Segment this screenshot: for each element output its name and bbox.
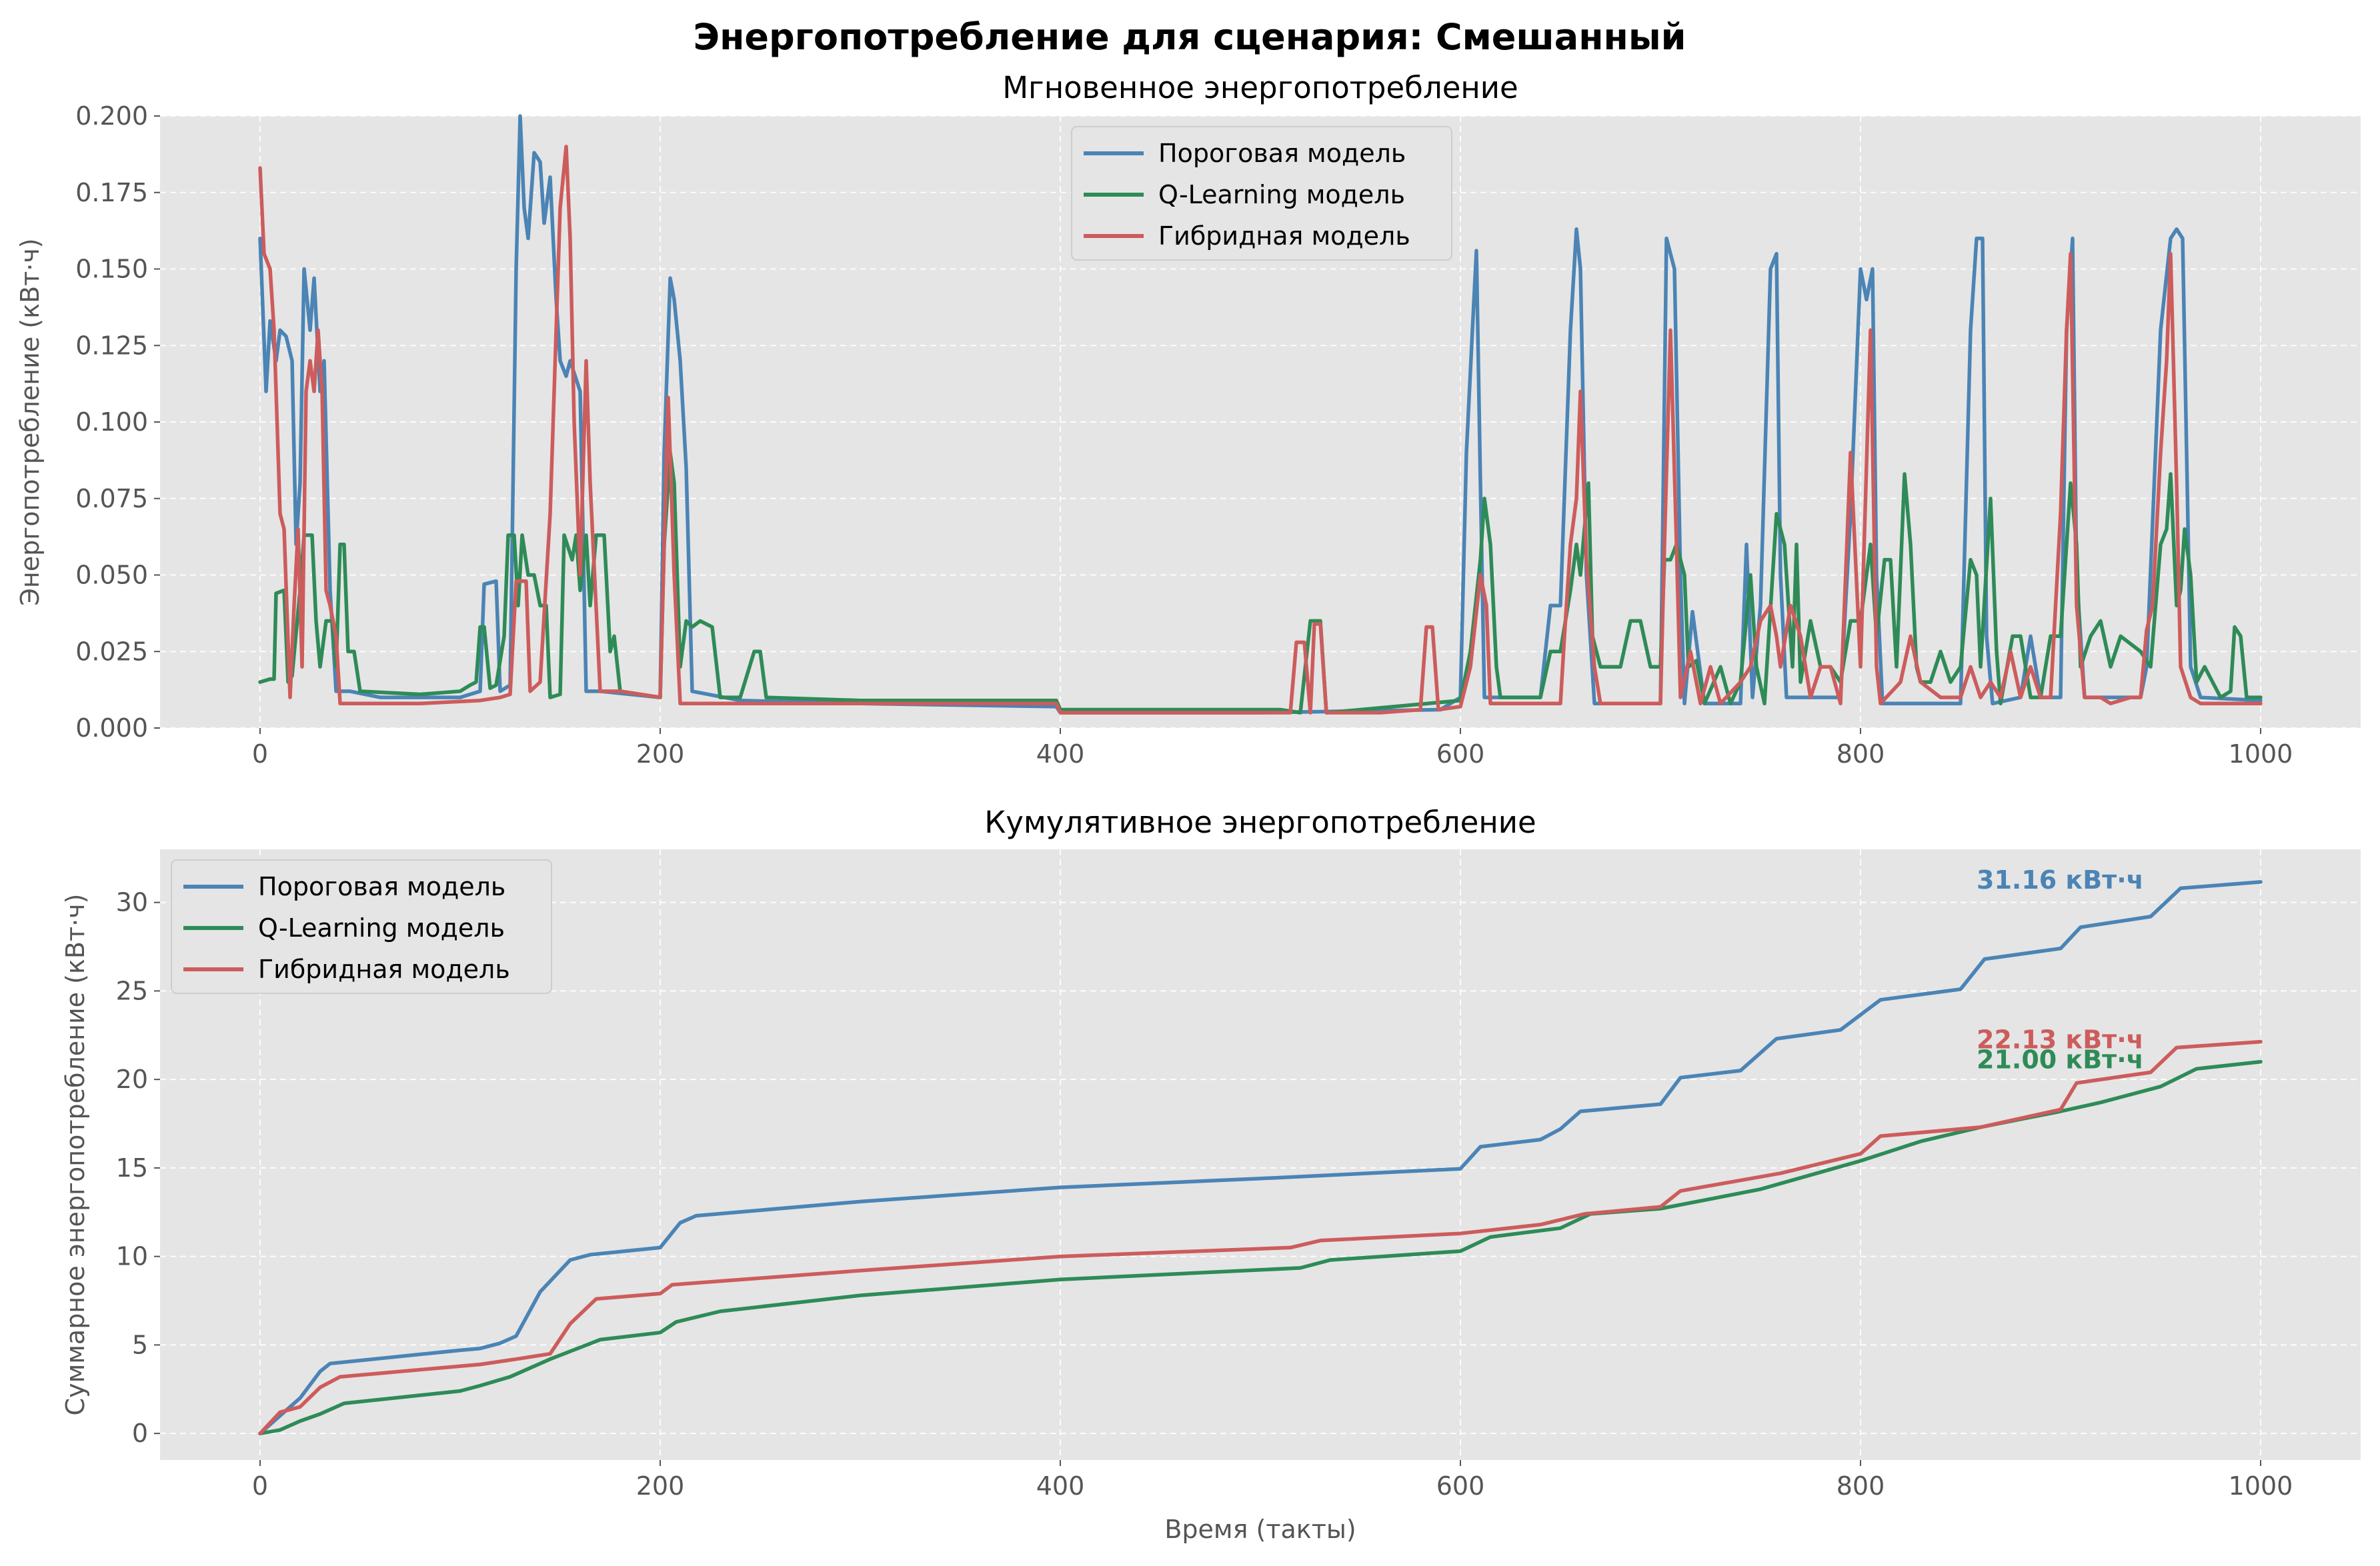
x-tick-label: 200 — [636, 739, 685, 769]
y-tick-label: 0.100 — [75, 407, 148, 437]
cumulative-x-axis-label: Время (такты) — [1164, 1515, 1356, 1544]
x-tick-label: 0 — [252, 739, 268, 769]
cumulative-legend: Пороговая модель Q-Learning модель Гибридн… — [171, 859, 552, 994]
legend-label-qlearning: Q-Learning модель — [1158, 180, 1405, 209]
x-tick-label: 1000 — [2229, 1471, 2293, 1501]
series-line-hybrid — [258, 1039, 2263, 1435]
cumulative-chart-title: Кумулятивное энергопотребление — [984, 805, 1536, 840]
y-tick-label: 0.200 — [75, 101, 148, 131]
instant-legend: Пороговая модель Q-Learning модель Гибридн… — [1071, 126, 1452, 261]
x-tick-label: 600 — [1436, 739, 1485, 769]
final-value-label-qlearning: 21.00 кВт·ч — [1977, 1045, 2144, 1075]
y-tick-label: 0 — [132, 1419, 148, 1448]
instant-energy-chart: Мгновенное энергопотребление 0 200 400 600 8… — [15, 70, 2361, 769]
legend-frame — [171, 859, 552, 994]
legend-label-threshold: Пороговая модель — [258, 872, 505, 901]
y-tick-label: 0.050 — [75, 561, 148, 590]
series-line-hybrid — [258, 145, 2263, 715]
legend-label-hybrid: Гибридная модель — [258, 955, 510, 984]
x-tick-label: 0 — [252, 1471, 268, 1501]
cumulative-y-axis-label: Суммарное энергопотребление (кВт·ч) — [61, 894, 90, 1416]
y-tick-label: 0.125 — [75, 331, 148, 360]
y-tick-label: 0.175 — [75, 178, 148, 207]
y-tick-label: 0.025 — [75, 637, 148, 666]
y-tick-label: 30 — [116, 888, 148, 917]
x-tick-label: 800 — [1837, 739, 1885, 769]
instant-chart-title: Мгновенное энергопотребление — [1002, 70, 1518, 105]
x-tick-label: 400 — [1036, 739, 1085, 769]
cumulative-energy-chart: Кумулятивное энергопотребление 0 200 400 60… — [61, 805, 2361, 1544]
y-tick-label: 0.150 — [75, 255, 148, 284]
series-line-threshold — [258, 114, 2263, 715]
x-tick-label: 600 — [1436, 1471, 1485, 1501]
x-tick-label: 400 — [1036, 1471, 1085, 1501]
series-line-qlearning — [258, 451, 2263, 715]
y-tick-label: 0.000 — [75, 713, 148, 743]
y-tick-label: 0.075 — [75, 484, 148, 513]
x-tick-label: 1000 — [2229, 739, 2293, 769]
y-tick-label: 20 — [116, 1065, 148, 1094]
y-tick-label: 5 — [132, 1330, 148, 1359]
y-tick-label: 15 — [116, 1153, 148, 1183]
x-tick-label: 800 — [1837, 1471, 1885, 1501]
legend-label-hybrid: Гибридная модель — [1158, 221, 1410, 251]
y-tick-label: 10 — [116, 1242, 148, 1271]
legend-label-qlearning: Q-Learning модель — [258, 913, 505, 943]
y-tick-label: 25 — [116, 976, 148, 1005]
figure-suptitle: Энергопотребление для сценария: Смешанны… — [693, 16, 1686, 58]
instant-y-axis-label: Энергопотребление (кВт·ч) — [15, 238, 45, 605]
final-value-label-threshold: 31.16 кВт·ч — [1977, 865, 2144, 895]
legend-label-threshold: Пороговая модель — [1158, 139, 1406, 168]
series-line-threshold — [258, 880, 2263, 1435]
final-value-label-hybrid: 22.13 кВт·ч — [1977, 1025, 2144, 1055]
x-tick-label: 200 — [636, 1471, 685, 1501]
legend-frame — [1071, 126, 1452, 261]
